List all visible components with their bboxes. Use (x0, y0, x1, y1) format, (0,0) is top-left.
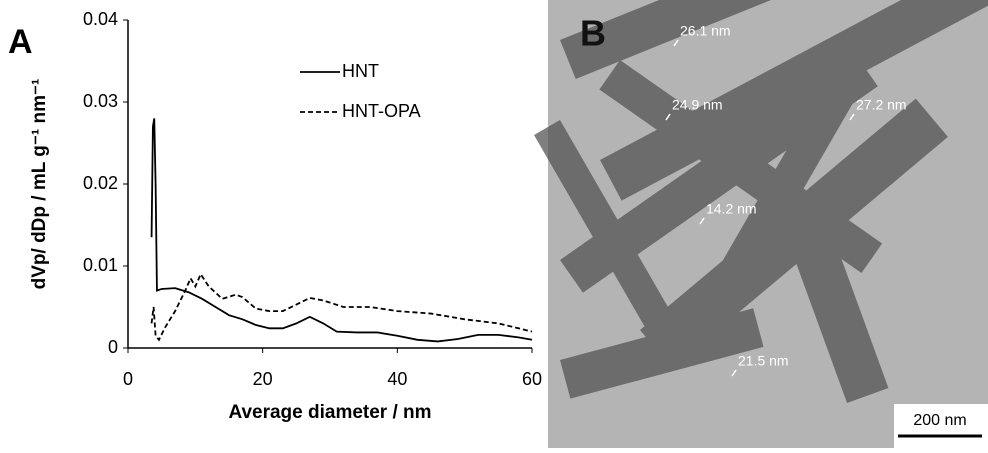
annotation-tick (673, 39, 679, 47)
panel-label: B (580, 13, 606, 54)
x-tick-label: 20 (253, 369, 273, 389)
annotation-tick (849, 113, 855, 121)
y-axis-label: dVp/ dDp / mL g⁻¹ nm⁻¹ (29, 79, 50, 290)
series-line (150, 272, 533, 342)
y-tick-label: 0.03 (83, 91, 118, 111)
x-axis-label: Average diameter / nm (228, 402, 431, 423)
x-tick-label: 0 (123, 369, 133, 389)
annotation: 24.9 nm (672, 97, 723, 113)
annotation: 27.2 nm (856, 97, 907, 113)
y-tick-label: 0.02 (83, 173, 118, 193)
annotation-tick (665, 113, 671, 121)
scale-bar-label: 200 nm (913, 412, 966, 429)
nanotubes (534, 0, 988, 403)
series-line (150, 118, 533, 343)
scale-bar-box (894, 404, 988, 448)
legend-label: HNT (342, 61, 379, 81)
annotation: 26.1 nm (680, 23, 731, 39)
annotation-tick (731, 369, 737, 377)
y-tick-label: 0.04 (83, 9, 118, 29)
annotation-tick (699, 217, 705, 225)
x-tick-label: 60 (522, 369, 542, 389)
tem-image: B 200 nm (534, 0, 988, 448)
x-tick-label: 40 (387, 369, 407, 389)
annotation: 14.2 nm (706, 201, 757, 217)
panel-label: A (8, 23, 33, 61)
y-tick-label: 0 (108, 337, 118, 357)
annotation: 21.5 nm (738, 353, 789, 369)
legend-label: HNT-OPA (342, 101, 421, 121)
y-tick-label: 0.01 (83, 255, 118, 275)
